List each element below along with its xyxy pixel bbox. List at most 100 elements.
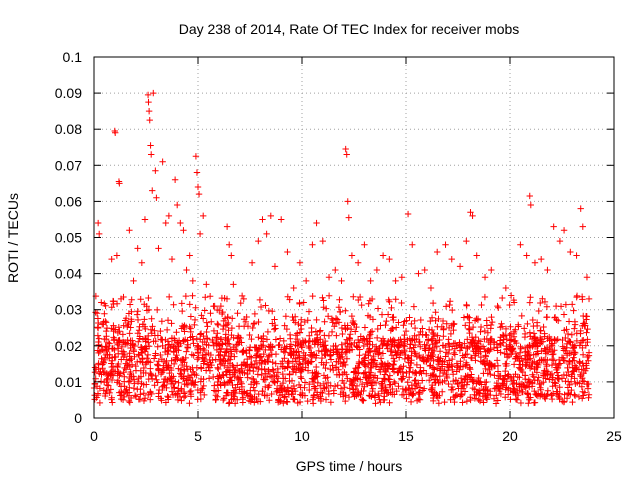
data-point [401,343,408,350]
data-point [538,347,545,355]
data-point [409,241,416,248]
data-point [298,366,306,373]
data-point [434,332,441,339]
data-point [345,214,352,221]
data-point [239,394,247,401]
data-point [361,241,368,248]
data-point [126,227,133,234]
data-point [421,345,428,352]
data-point [367,348,374,356]
data-point [153,306,161,314]
x-tick-label: 20 [502,428,518,444]
data-point [541,392,548,399]
data-point [230,388,238,396]
data-point [238,339,245,346]
data-point [523,252,530,259]
data-point [269,358,276,366]
data-point [464,336,471,343]
data-point [537,299,544,307]
data-point [100,359,108,367]
data-point [162,359,170,367]
data-point [523,359,531,366]
data-point [178,325,185,332]
data-point [526,383,533,391]
data-point [184,343,191,351]
data-point [544,368,552,376]
data-point [226,356,234,363]
data-point [173,351,180,359]
data-point [319,294,326,301]
data-point [292,338,300,346]
data-point [238,292,246,300]
data-point [546,333,553,341]
data-point [176,370,184,377]
data-point [376,396,383,403]
data-point [504,372,511,380]
data-point [358,301,365,309]
data-point [258,371,265,379]
data-point [215,375,223,382]
data-point [279,370,286,378]
data-point [378,311,386,318]
data-point [278,386,285,394]
data-point [416,384,424,391]
data-point [228,324,236,332]
data-point [266,397,273,404]
data-point [510,338,518,345]
data-point [175,341,182,349]
data-point [338,277,345,285]
data-point [565,368,572,376]
data-point [137,367,144,375]
data-point [165,293,173,301]
data-point [436,348,444,355]
data-point [339,377,346,384]
data-point [522,375,529,383]
data-point [291,363,298,370]
data-point [191,316,199,324]
data-point [200,382,207,390]
data-point [120,322,127,329]
data-point [562,301,570,308]
data-point [461,340,468,347]
data-point [384,311,392,318]
data-point [136,333,144,340]
data-point [344,322,351,329]
chart-title: Day 238 of 2014, Rate Of TEC Index for r… [179,21,520,37]
data-point [278,346,285,353]
data-point [214,378,221,386]
data-point [130,348,138,355]
data-point [480,399,487,406]
data-point [571,349,578,356]
data-point [364,337,371,345]
data-point [518,380,526,388]
data-point [171,335,178,342]
data-point [258,335,265,342]
data-point [138,380,145,387]
data-point [330,366,337,374]
data-point [552,360,559,368]
data-point [416,338,423,346]
data-point [147,142,154,149]
data-point [105,382,112,389]
data-point [398,391,406,399]
data-point [222,321,230,329]
data-point [585,352,593,359]
data-point [553,388,560,395]
data-point [196,230,204,238]
data-point [296,398,304,406]
data-point [247,387,254,394]
data-point [189,333,196,340]
data-point [579,223,586,230]
data-point [182,292,190,300]
data-point [175,387,182,395]
data-point [229,361,236,369]
data-point [148,330,155,337]
data-point [192,153,200,160]
data-point [219,325,227,333]
data-point [125,310,133,317]
y-tick-label: 0.03 [55,302,82,318]
data-point [164,317,172,324]
data-point [386,298,393,306]
data-point [301,379,309,386]
data-point [533,319,541,326]
